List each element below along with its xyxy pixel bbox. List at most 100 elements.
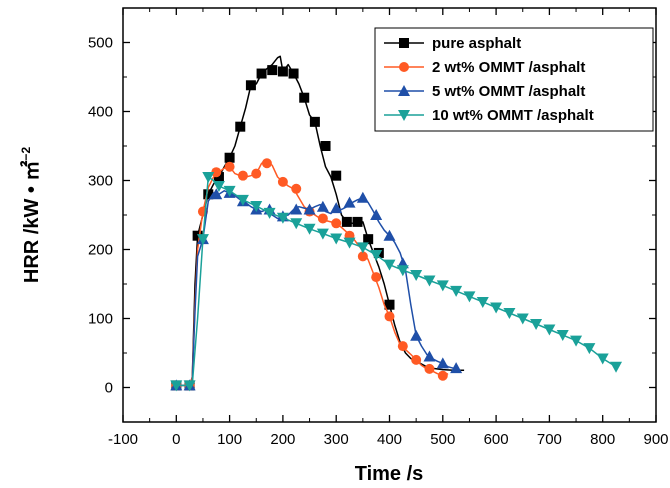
data-point-triangle-down: [423, 275, 436, 287]
data-point-triangle-down: [183, 380, 196, 392]
data-point-square: [213, 172, 224, 183]
legend-label: 2 wt% OMMT /asphalt: [432, 59, 585, 76]
data-point-square: [245, 80, 256, 91]
legend-item: pure asphalt: [384, 35, 521, 52]
data-point-triangle-down: [610, 361, 623, 373]
data-point-triangle-up: [330, 202, 343, 214]
legend-item: 10 wt% OMMT /asphalt: [384, 107, 594, 124]
data-point-circle: [411, 354, 422, 365]
data-point-square: [256, 68, 267, 79]
data-point-triangle-down: [263, 207, 276, 219]
data-point-triangle-down: [516, 313, 529, 325]
data-point-triangle-down: [276, 212, 289, 224]
data-point-triangle-up: [290, 203, 303, 215]
data-point-square: [399, 38, 409, 48]
data-point-triangle-down: [202, 172, 215, 184]
data-point-square: [341, 216, 352, 227]
data-point-triangle-down: [436, 280, 449, 292]
data-point-square: [267, 65, 278, 76]
data-point-triangle-down: [503, 307, 516, 319]
data-point-circle: [211, 167, 222, 178]
axis-ticks: [122, 8, 657, 423]
data-point-triangle-down: [543, 324, 556, 336]
x-tick-label: 600: [484, 431, 509, 448]
data-point-triangle-down: [450, 285, 463, 297]
data-point-triangle-down: [530, 319, 543, 331]
data-point-triangle-up: [343, 196, 356, 208]
data-point-triangle-up: [370, 209, 383, 220]
axis-tick-labels: -100 0 100 200 300 400 500 600 700 800 900 0 100 200 3…: [88, 35, 669, 449]
data-point-square: [384, 299, 395, 310]
data-point-triangle-down: [383, 259, 396, 271]
x-tick-label: 200: [270, 431, 295, 448]
data-point-circle: [399, 62, 409, 72]
x-tick-label: 100: [217, 431, 242, 448]
data-point-circle: [397, 341, 408, 352]
data-point-circle: [317, 213, 328, 224]
data-point-circle: [251, 168, 262, 179]
x-tick-label: 400: [377, 431, 402, 448]
data-point-triangle-down: [596, 353, 609, 365]
x-tick-label: 700: [537, 431, 562, 448]
y-tick-label: 0: [105, 380, 113, 397]
data-point-circle: [291, 183, 302, 194]
legend-box: [374, 27, 654, 132]
data-point-triangle-down: [290, 218, 303, 230]
data-point-triangle-down: [356, 242, 369, 254]
data-point-square: [352, 216, 363, 227]
data-point-triangle-down: [196, 234, 209, 246]
x-tick-label: 0: [172, 431, 180, 448]
legend-item: 2 wt% OMMT /asphalt: [384, 59, 585, 76]
data-point-square: [224, 152, 235, 163]
data-point-triangle-up: [423, 350, 436, 362]
data-point-circle: [237, 170, 248, 181]
legend-item: 5 wt% OMMT /asphalt: [384, 83, 585, 100]
data-point-circle: [371, 272, 382, 283]
data-point-triangle-down: [223, 185, 236, 197]
data-point-triangle-up: [316, 200, 329, 212]
data-point-square: [235, 121, 246, 132]
legend: pure asphalt 2 wt% OMMT /asphalt 5 wt% OMM…: [374, 27, 654, 132]
data-point-triangle-down: [316, 228, 329, 240]
data-point-triangle-up: [436, 357, 449, 369]
data-point-triangle-down: [330, 233, 343, 245]
data-point-triangle-down: [396, 265, 409, 277]
data-point-triangle-up: [356, 191, 369, 203]
data-point-square: [320, 141, 331, 151]
y-axis-title: HRR /kW • ㎡−2: [19, 147, 43, 284]
data-point-triangle-down: [303, 223, 316, 235]
legend-label: 5 wt% OMMT /asphalt: [432, 83, 585, 100]
data-point-triangle-up: [383, 229, 396, 241]
data-point-triangle-down: [570, 335, 583, 347]
data-point-triangle-down: [476, 296, 489, 308]
data-point-triangle-up: [410, 329, 423, 341]
data-point-triangle-down: [410, 270, 423, 282]
data-point-triangle-up: [398, 85, 410, 96]
y-tick-label: 400: [88, 104, 113, 121]
data-point-circle: [331, 218, 342, 229]
data-point-triangle-down: [463, 291, 476, 303]
series-4: [170, 172, 623, 392]
data-point-triangle-up: [303, 203, 316, 215]
data-point-circle: [224, 161, 235, 172]
legend-label: 10 wt% OMMT /asphalt: [432, 107, 594, 124]
data-point-circle: [437, 370, 448, 381]
x-tick-label: 300: [324, 431, 349, 448]
data-point-circle: [277, 176, 288, 187]
data-point-triangle-up: [450, 362, 463, 374]
data-point-circle: [261, 158, 272, 169]
x-tick-label: 900: [643, 431, 668, 448]
y-tick-label: 200: [88, 242, 113, 259]
x-tick-label: 800: [590, 431, 615, 448]
data-point-triangle-down: [343, 237, 356, 249]
y-axis-title-sup: −2: [19, 147, 33, 161]
x-tick-label: 500: [430, 431, 455, 448]
data-point-triangle-down: [370, 250, 383, 262]
data-point-triangle-down: [490, 302, 503, 314]
x-axis-title: Time /s: [355, 463, 424, 485]
data-point-square: [331, 170, 342, 181]
series-layer: [170, 55, 623, 392]
data-point-triangle-down: [583, 343, 596, 355]
data-point-triangle-down: [398, 110, 410, 121]
